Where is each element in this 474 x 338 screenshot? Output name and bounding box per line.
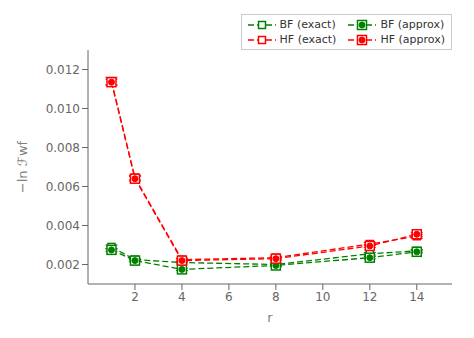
svg-text:0.010: 0.010: [46, 102, 80, 116]
svg-text:2: 2: [131, 290, 139, 304]
svg-text:10: 10: [315, 290, 330, 304]
svg-text:r: r: [267, 310, 273, 325]
svg-text:8: 8: [272, 290, 280, 304]
html-text:BF (exact): BF (exact): [279, 18, 336, 31]
html-text:HF (approx): HF (approx): [380, 33, 445, 46]
svg-text:0.006: 0.006: [46, 180, 80, 194]
svg-text:6: 6: [225, 290, 233, 304]
svg-text:0.008: 0.008: [46, 141, 80, 155]
svg-text:0.012: 0.012: [46, 63, 80, 77]
svg-text:14: 14: [409, 290, 424, 304]
svg-text:−ln ℱwf: −ln ℱwf: [15, 140, 30, 193]
svg-text:12: 12: [362, 290, 377, 304]
html-text:HF (exact): HF (exact): [279, 33, 337, 46]
svg-text:4: 4: [178, 290, 186, 304]
html-text:BF (approx): BF (approx): [380, 18, 445, 31]
svg-text:0.004: 0.004: [46, 219, 80, 233]
svg-text:0.002: 0.002: [46, 258, 80, 272]
